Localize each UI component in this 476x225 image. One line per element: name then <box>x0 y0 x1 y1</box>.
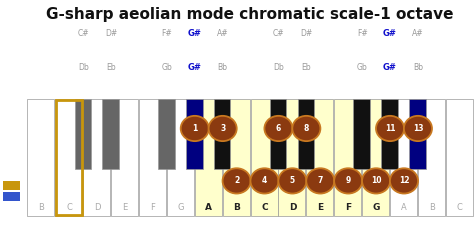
Bar <box>111 99 138 216</box>
Text: B: B <box>429 203 435 212</box>
Text: A#: A# <box>412 29 424 38</box>
Bar <box>418 99 445 216</box>
Ellipse shape <box>306 168 334 194</box>
Bar <box>3 192 20 201</box>
Ellipse shape <box>208 116 237 141</box>
Bar <box>75 99 91 169</box>
Text: 13: 13 <box>413 124 423 133</box>
Text: D: D <box>94 203 100 212</box>
Bar <box>158 99 175 169</box>
Text: 5: 5 <box>290 176 295 185</box>
Text: Eb: Eb <box>301 63 311 72</box>
Ellipse shape <box>362 168 390 194</box>
Ellipse shape <box>292 116 320 141</box>
Text: 9: 9 <box>346 176 351 185</box>
Text: C#: C# <box>273 29 284 38</box>
Bar <box>139 99 166 216</box>
Ellipse shape <box>250 168 278 194</box>
Bar <box>55 99 82 216</box>
Bar <box>28 99 54 216</box>
Text: Eb: Eb <box>106 63 116 72</box>
Text: D#: D# <box>300 29 312 38</box>
Text: G#: G# <box>383 29 397 38</box>
Text: C: C <box>66 203 72 212</box>
Bar <box>354 99 370 169</box>
Text: G: G <box>372 203 380 212</box>
Text: A: A <box>205 203 212 212</box>
Text: Bb: Bb <box>413 63 423 72</box>
Text: basicmusictheory.com: basicmusictheory.com <box>9 75 14 141</box>
Ellipse shape <box>181 116 209 141</box>
Bar <box>167 99 194 216</box>
Text: 7: 7 <box>317 176 323 185</box>
Bar <box>381 99 398 169</box>
Bar <box>390 99 417 216</box>
Text: B: B <box>39 203 44 212</box>
Text: 6: 6 <box>276 124 281 133</box>
Ellipse shape <box>223 168 251 194</box>
Text: 4: 4 <box>262 176 267 185</box>
Text: F: F <box>150 203 155 212</box>
Bar <box>270 99 286 169</box>
Bar <box>446 99 473 216</box>
Text: G#: G# <box>188 29 202 38</box>
Text: 10: 10 <box>371 176 381 185</box>
Bar <box>278 99 306 216</box>
Text: A#: A# <box>217 29 228 38</box>
Text: E: E <box>122 203 128 212</box>
Text: F#: F# <box>161 29 172 38</box>
Text: Bb: Bb <box>218 63 228 72</box>
Bar <box>195 99 222 216</box>
Text: 11: 11 <box>385 124 395 133</box>
Text: B: B <box>233 203 240 212</box>
Text: 2: 2 <box>234 176 239 185</box>
Text: 8: 8 <box>304 124 309 133</box>
Ellipse shape <box>334 168 362 194</box>
Bar <box>250 99 278 216</box>
Bar <box>186 99 202 169</box>
Bar <box>334 99 361 216</box>
Bar <box>56 100 82 215</box>
Text: F: F <box>345 203 351 212</box>
Text: G: G <box>178 203 184 212</box>
Bar <box>102 99 119 169</box>
Text: 1: 1 <box>192 124 198 133</box>
Text: Gb: Gb <box>357 63 367 72</box>
Text: D: D <box>288 203 296 212</box>
Text: D#: D# <box>105 29 117 38</box>
Text: C: C <box>457 203 463 212</box>
Text: G#: G# <box>188 63 202 72</box>
Bar <box>83 99 110 216</box>
Bar <box>223 99 249 216</box>
Ellipse shape <box>404 116 432 141</box>
Text: Db: Db <box>78 63 89 72</box>
Text: 3: 3 <box>220 124 225 133</box>
Text: Gb: Gb <box>161 63 172 72</box>
Text: C#: C# <box>78 29 89 38</box>
Text: C: C <box>261 203 268 212</box>
Bar <box>214 99 230 169</box>
Ellipse shape <box>376 116 404 141</box>
Text: A: A <box>401 203 407 212</box>
Bar <box>307 99 333 216</box>
Bar <box>409 99 426 169</box>
Text: Db: Db <box>273 63 284 72</box>
Text: E: E <box>317 203 323 212</box>
Text: F#: F# <box>357 29 367 38</box>
Ellipse shape <box>264 116 292 141</box>
Ellipse shape <box>278 168 307 194</box>
Ellipse shape <box>390 168 418 194</box>
Bar <box>298 99 314 169</box>
Bar <box>3 181 20 190</box>
Bar <box>362 99 389 216</box>
Text: 12: 12 <box>399 176 409 185</box>
Text: G#: G# <box>383 63 397 72</box>
Text: G-sharp aeolian mode chromatic scale-1 octave: G-sharp aeolian mode chromatic scale-1 o… <box>46 7 453 22</box>
